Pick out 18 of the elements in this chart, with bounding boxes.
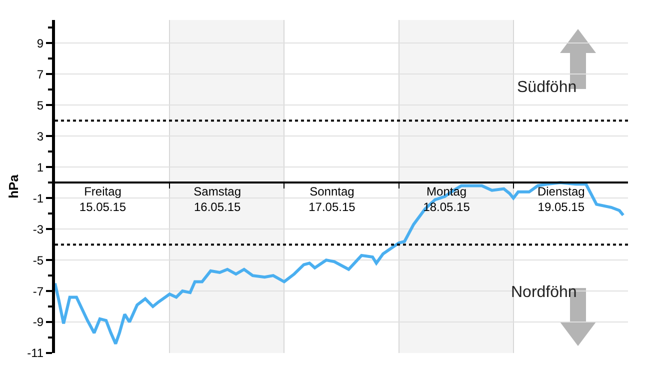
- y-tick-label: 3: [36, 129, 44, 144]
- y-tick-label: -5: [32, 253, 44, 268]
- y-tick-label: 1: [36, 160, 44, 174]
- y-axis-title: hPa: [6, 174, 22, 198]
- y-tick-label: 5: [36, 98, 44, 112]
- y-tick-label: -11: [27, 346, 44, 360]
- y-tick-label: -1: [32, 191, 44, 206]
- y-tick-label: 7: [36, 67, 44, 82]
- y-tick-label: -7: [32, 284, 44, 298]
- x-tick-label: Sonntag 17.05.15: [308, 184, 356, 214]
- x-tick-label: Samstag 16.05.15: [194, 184, 242, 214]
- x-tick-label: Dienstag 19.05.15: [537, 184, 585, 214]
- y-tick-label: 9: [36, 36, 44, 50]
- x-tick-label: Freitag 15.05.15: [79, 184, 126, 214]
- y-tick-label: -3: [32, 222, 44, 236]
- annotation: Nordföhn: [511, 284, 577, 301]
- annotation: Südföhn: [517, 79, 577, 96]
- y-tick-label: -9: [32, 315, 44, 330]
